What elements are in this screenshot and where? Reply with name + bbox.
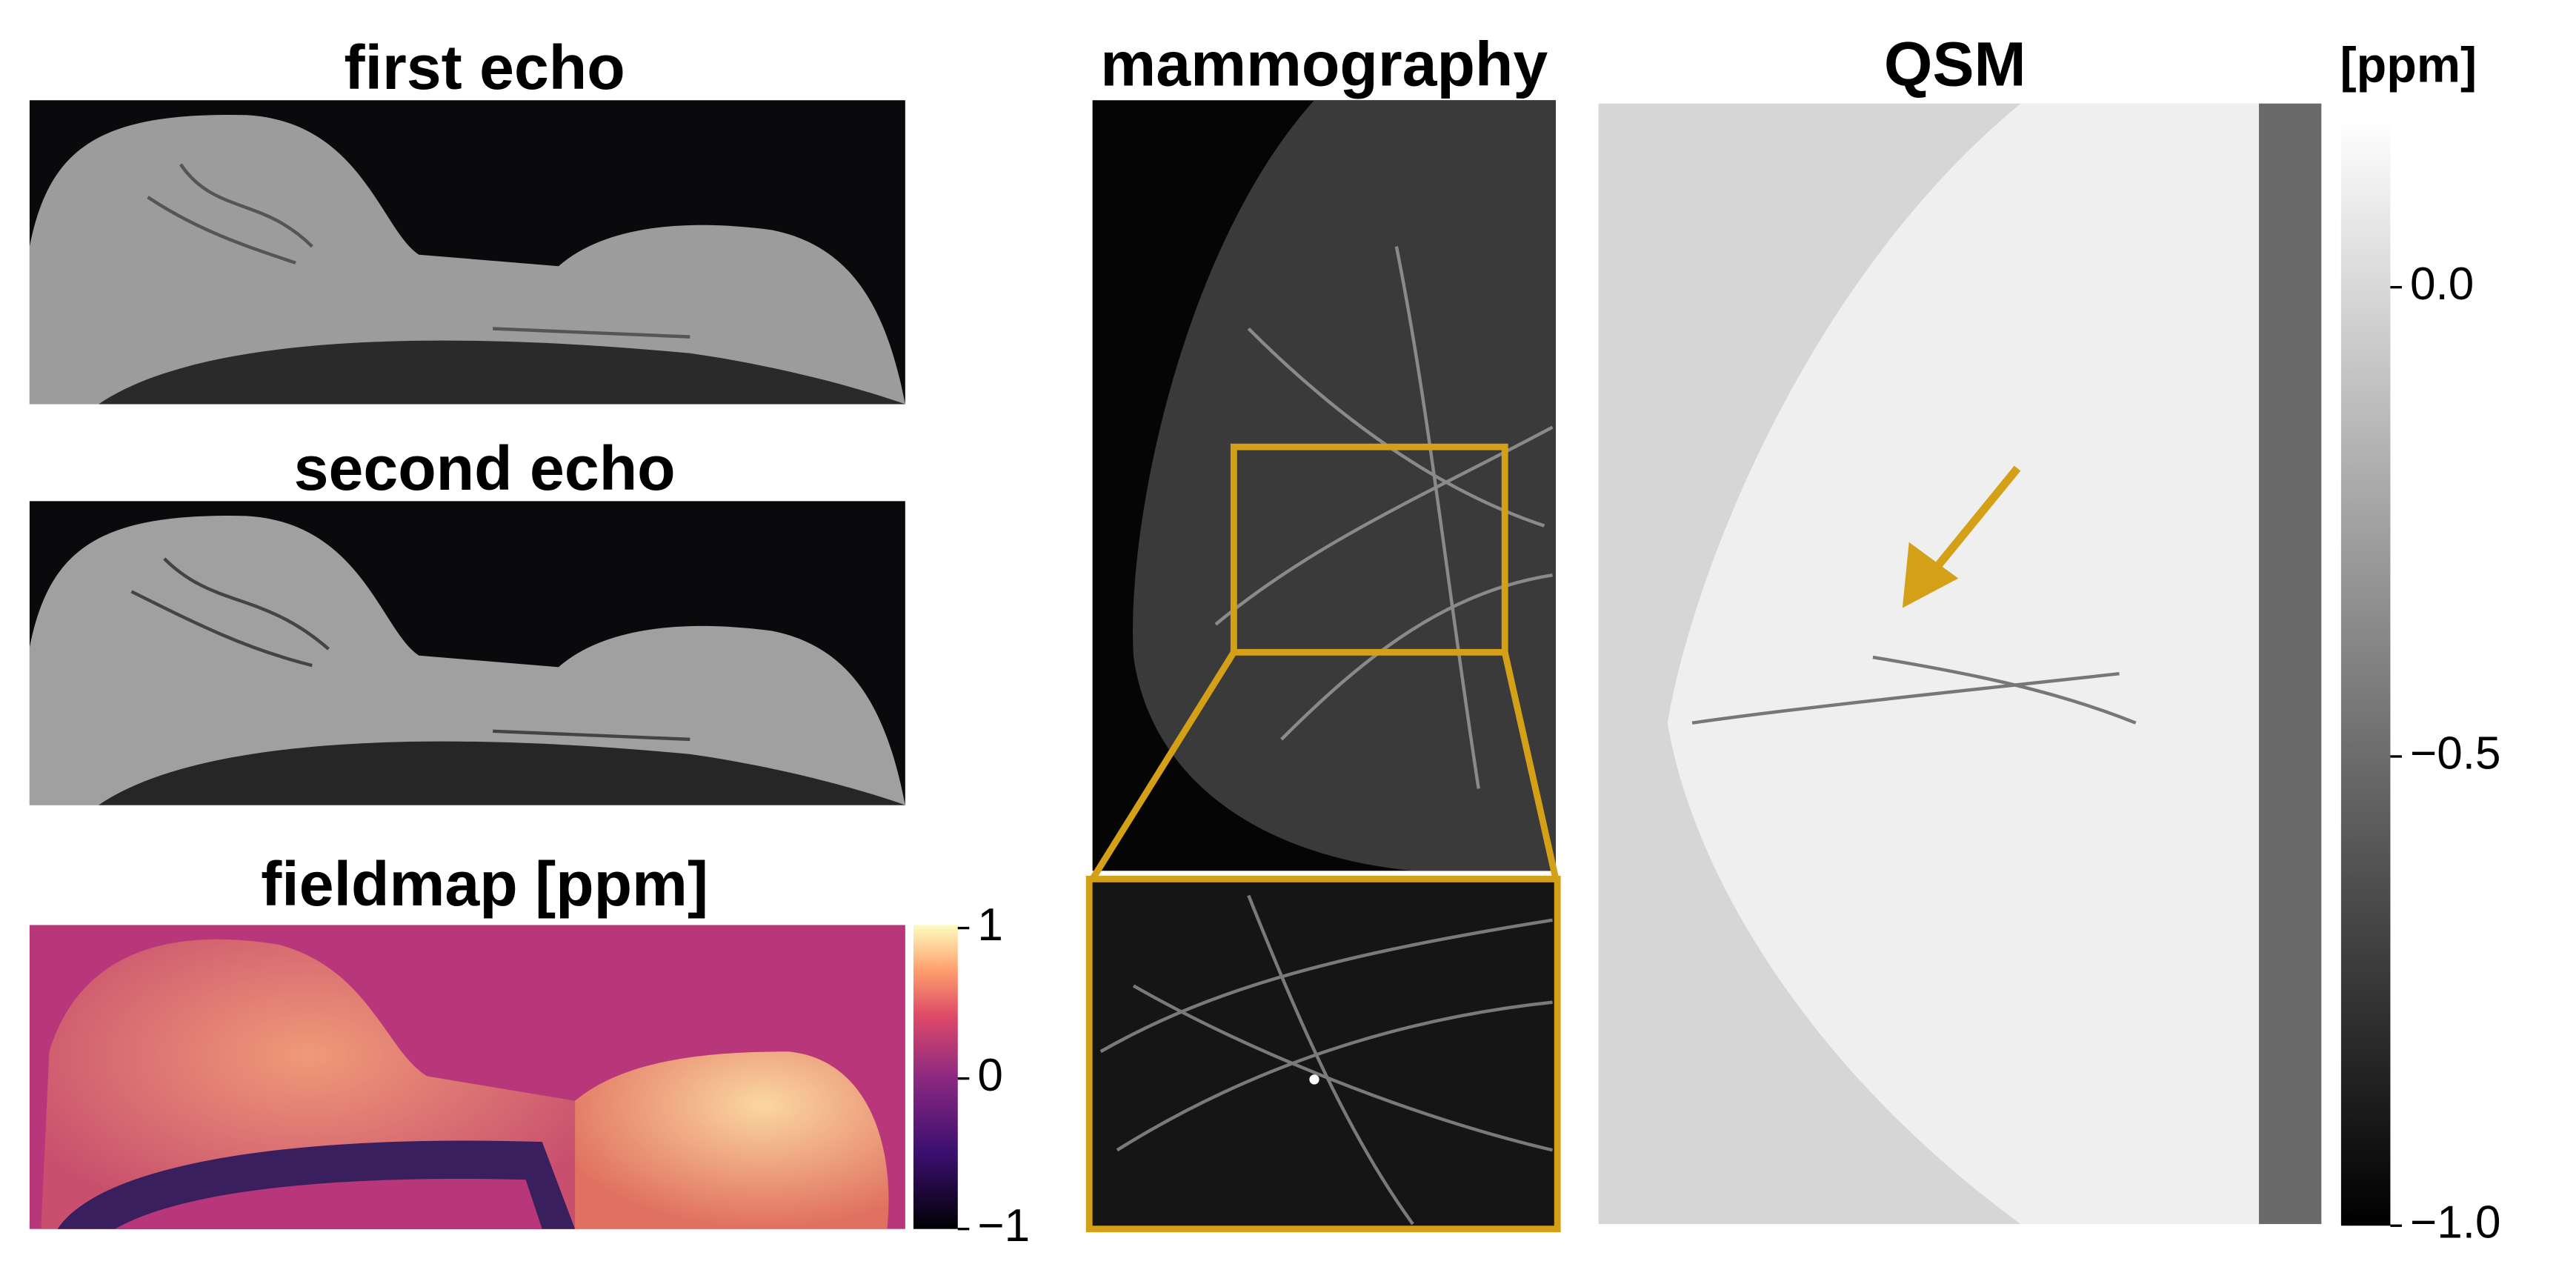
mri-image (29, 100, 905, 405)
tick-label: −0.5 (2410, 728, 2501, 779)
colorbar (2340, 118, 2391, 1226)
colorbar (913, 925, 958, 1229)
qsm-image (1598, 103, 2322, 1225)
panel-title: second echo (294, 433, 676, 503)
fieldmap-image (29, 925, 905, 1229)
panel-title: mammography (1100, 29, 1548, 99)
tick-label: −1 (977, 1200, 1030, 1251)
mri-image (29, 501, 905, 805)
tick-label: 0 (977, 1050, 1003, 1101)
mammography-image (1085, 100, 1561, 1233)
tick-label: 1 (977, 899, 1003, 951)
panel-title: fieldmap [ppm] (261, 849, 708, 919)
panel-title: first echo (345, 33, 625, 102)
tick-label: 0.0 (2410, 259, 2474, 310)
tick-label: −1.0 (2410, 1197, 2501, 1248)
panel-title: QSM (1884, 29, 2026, 99)
colorbar-label: [ppm] (2340, 39, 2477, 93)
